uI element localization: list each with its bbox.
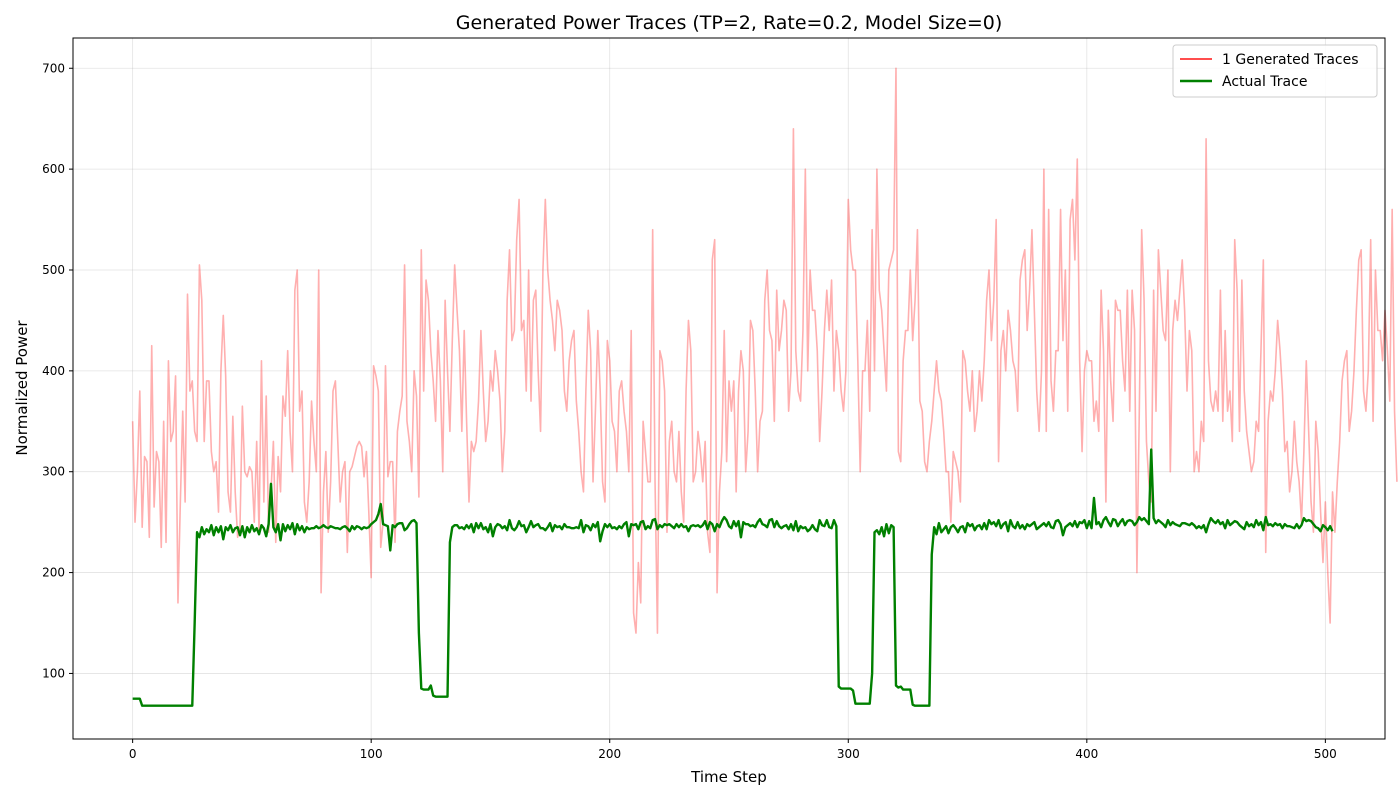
legend-box (1172, 44, 1378, 98)
x-axis-label: Time Step (690, 768, 767, 786)
series-layer (131, 67, 1398, 707)
x-tick-label: 100 (360, 747, 383, 761)
y-axis-label: Normalized Power (13, 320, 31, 456)
plot-frame (72, 37, 1386, 740)
chart-title: Generated Power Traces (TP=2, Rate=0.2, … (456, 12, 1003, 34)
series-line-generated-trace (131, 67, 1398, 634)
x-tick-label: 200 (598, 747, 621, 761)
x-tick-label: 400 (1075, 747, 1098, 761)
legend-label-actual: Actual Trace (1222, 74, 1307, 90)
ticks: 0 100 200 300 400 500 100 200 300 400 500 600 700 (42, 61, 1337, 761)
x-tick-label: 0 (129, 747, 137, 761)
series-line-actual-trace (132, 448, 1334, 707)
y-tick-label: 600 (42, 162, 65, 176)
y-tick-label: 500 (42, 263, 65, 277)
x-tick-label: 300 (837, 747, 860, 761)
y-tick-label: 400 (42, 364, 65, 378)
legend: 1 Generated Traces Actual Trace (1172, 44, 1378, 98)
y-tick-label: 700 (42, 61, 65, 75)
y-tick-label: 100 (42, 666, 65, 680)
x-tick-label: 500 (1314, 747, 1337, 761)
y-tick-label: 300 (42, 465, 65, 479)
grid (73, 38, 1385, 739)
y-tick-label: 200 (42, 566, 65, 580)
legend-label-generated: 1 Generated Traces (1222, 52, 1359, 68)
